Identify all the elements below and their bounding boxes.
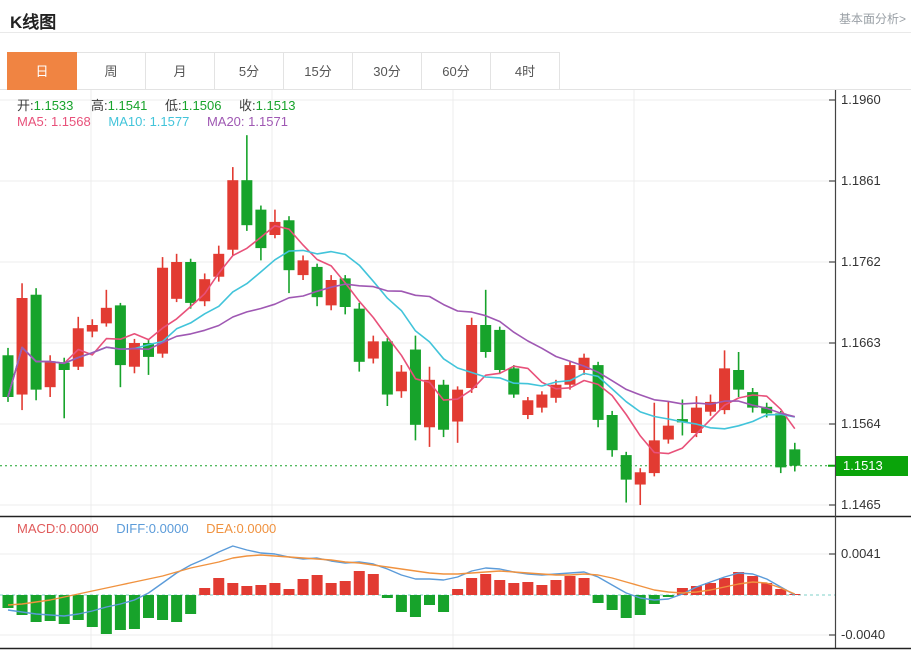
- macd-series[interactable]: [0, 545, 835, 634]
- tab-30min[interactable]: 30分: [352, 52, 422, 90]
- macd-legend: MACD:0.0000 DIFF:0.0000 DEA:0.0000: [17, 521, 290, 536]
- price-axis-tick: 1.1564: [841, 416, 881, 431]
- ma10-value: 1.1577: [149, 114, 190, 129]
- macd-axis-tick: -0.0040: [841, 627, 886, 642]
- price-axis-tick: 1.1861: [841, 173, 881, 188]
- moving-average-lines: [7, 225, 796, 455]
- ma-legend: MA5: 1.1568 MA10: 1.1577 MA20: 1.1571: [17, 114, 302, 129]
- low-label: 低:: [165, 98, 182, 113]
- price-axis-tick: 1.1465: [841, 497, 881, 512]
- dea-label: DEA:: [206, 521, 237, 536]
- ma10-label: MA10:: [108, 114, 146, 129]
- tab-5min[interactable]: 5分: [214, 52, 284, 90]
- high-label: 高:: [91, 98, 108, 113]
- tab-15min[interactable]: 15分: [283, 52, 353, 90]
- page-title: K线图: [10, 13, 57, 32]
- macd-value: 0.0000: [58, 521, 99, 536]
- header-divider: [0, 32, 911, 33]
- last-price-badge: 1.1513: [836, 456, 908, 476]
- ma20-value: 1.1571: [248, 114, 288, 129]
- open-value: 1.1533: [33, 98, 74, 113]
- ma5-value: 1.1568: [50, 114, 91, 129]
- diff-label: DIFF:: [116, 521, 149, 536]
- ohlc-legend: 开:1.1533 高:1.1541 低:1.1506 收:1.1513: [17, 95, 309, 114]
- period-tabbar: 日 周 月 5分 15分 30分 60分 4时: [7, 52, 560, 90]
- macd-label: MACD:: [17, 521, 59, 536]
- tab-week[interactable]: 周: [76, 52, 146, 90]
- axis-lines: [0, 90, 911, 650]
- dea-value: 0.0000: [236, 521, 277, 536]
- tab-4hour[interactable]: 4时: [490, 52, 560, 90]
- ma5-label: MA5:: [17, 114, 48, 129]
- price-axis-tick: 1.1960: [841, 92, 881, 107]
- tab-month[interactable]: 月: [145, 52, 215, 90]
- candlestick-series[interactable]: [2, 135, 801, 505]
- high-value: 1.1541: [107, 98, 148, 113]
- tab-day[interactable]: 日: [7, 52, 77, 90]
- close-value: 1.1513: [255, 98, 296, 113]
- tab-60min[interactable]: 60分: [421, 52, 491, 90]
- close-label: 收:: [239, 98, 256, 113]
- price-axis-tick: 1.1663: [841, 335, 881, 350]
- macd-axis-tick: 0.0041: [841, 546, 881, 561]
- diff-value: 0.0000: [148, 521, 189, 536]
- price-axis-tick: 1.1762: [841, 254, 881, 269]
- ma20-label: MA20:: [206, 114, 245, 129]
- low-value: 1.1506: [181, 98, 222, 113]
- open-label: 开:: [17, 98, 34, 113]
- fundamental-analysis-link[interactable]: 基本面分析>: [838, 12, 906, 26]
